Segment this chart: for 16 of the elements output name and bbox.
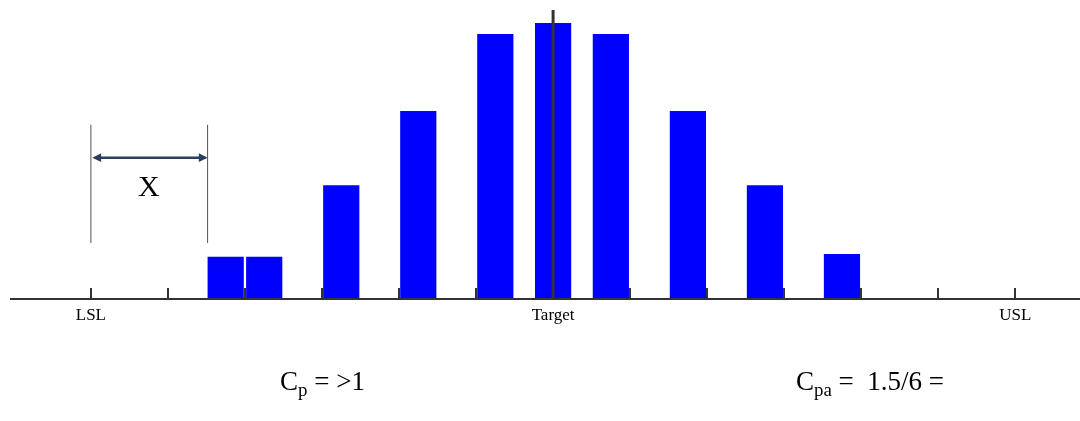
x-tick-label: Target: [531, 305, 575, 325]
x-tick-label: USL: [999, 305, 1032, 325]
bar: [669, 110, 706, 298]
bar: [534, 22, 572, 298]
bar: [823, 253, 861, 298]
text: C$_{p}$ = >1: [280, 366, 365, 400]
x-tick-label: LSL: [75, 305, 107, 325]
bar: [207, 256, 244, 298]
bar: [400, 110, 437, 298]
bar: [592, 33, 629, 298]
bar: [246, 256, 283, 298]
annotation: X: [138, 169, 160, 202]
text: C$_{pa}$ = 1.5/6 =: [796, 366, 945, 400]
bar: [746, 185, 784, 298]
bar: [323, 185, 360, 298]
bar: [477, 33, 514, 298]
